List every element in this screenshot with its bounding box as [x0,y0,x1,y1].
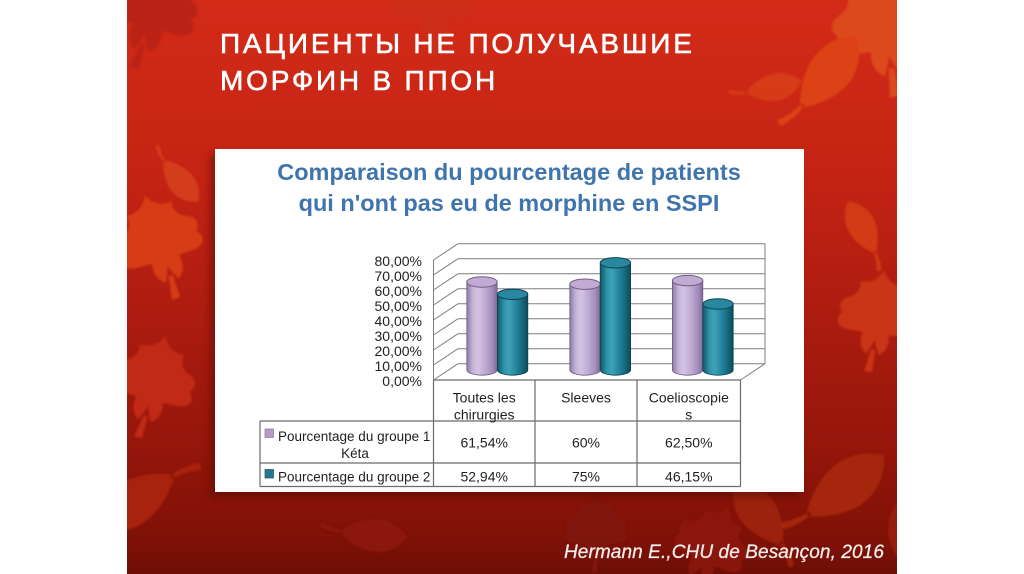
svg-text:Coelioscopie: Coelioscopie [649,390,729,406]
svg-text:qui n'ont pas eu de morphine e: qui n'ont pas eu de morphine en SSPI [299,190,720,216]
svg-text:60,00%: 60,00% [375,283,422,299]
svg-text:46,15%: 46,15% [665,469,712,485]
svg-text:s: s [685,407,692,423]
svg-text:0,00%: 0,00% [382,373,422,389]
svg-text:61,54%: 61,54% [460,435,507,451]
svg-text:Kéta: Kéta [341,446,369,461]
svg-text:62,50%: 62,50% [665,435,712,451]
svg-text:Comparaison du pourcentage de: Comparaison du pourcentage de patients [277,159,741,185]
svg-text:75%: 75% [572,469,600,485]
svg-text:Toutes les: Toutes les [453,390,516,406]
svg-text:Pourcentage du groupe 1: Pourcentage du groupe 1 [278,429,430,444]
svg-text:chirurgies: chirurgies [454,407,515,423]
svg-text:60%: 60% [572,435,600,451]
svg-text:70,00%: 70,00% [375,268,422,284]
svg-text:52,94%: 52,94% [460,469,507,485]
svg-text:10,00%: 10,00% [375,358,422,374]
svg-text:40,00%: 40,00% [375,313,422,329]
svg-text:Sleeves: Sleeves [561,390,611,406]
svg-text:80,00%: 80,00% [375,253,422,269]
svg-text:30,00%: 30,00% [375,328,422,344]
svg-text:50,00%: 50,00% [375,298,422,314]
svg-text:Pourcentage du groupe 2: Pourcentage du groupe 2 [278,470,430,485]
svg-text:20,00%: 20,00% [375,343,422,359]
